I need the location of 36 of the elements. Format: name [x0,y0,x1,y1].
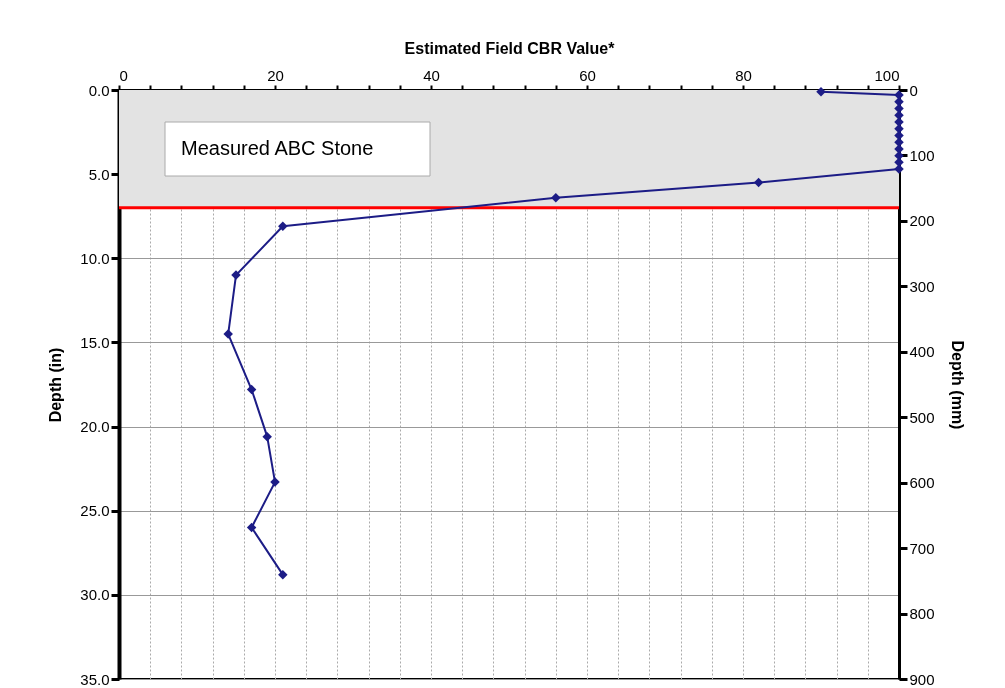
y-tick-label: 5.0 [88,165,110,183]
y2-tick-label: 500 [909,408,935,426]
x-tick-label: 100 [874,66,900,84]
point [278,221,288,232]
x-tick-label: 40 [423,66,440,84]
y-tick-label: 30.0 [80,586,110,604]
y2-tick-label: 600 [909,474,935,492]
x-tick-label: 80 [735,66,752,84]
y-tick-label: 0.0 [88,81,110,99]
x-tick-label: 0 [119,66,128,84]
y2-tick-label: 800 [909,605,935,623]
x-axis-title: Estimated Field CBR Value* [404,39,616,57]
point [262,431,272,442]
y-tick-label: 20.0 [80,418,110,436]
y2-tick-label: 0 [909,81,918,99]
y-tick-label: 25.0 [80,502,110,520]
point [753,177,764,188]
band-label: Measured ABC Stone [181,137,374,159]
y-tick-label: 35.0 [80,670,110,688]
y2-tick-label: 300 [909,277,935,295]
y-axis-title: Depth (in) [47,347,65,423]
point [551,192,561,203]
y2-tick-label: 700 [909,539,935,557]
y2-tick-label: 900 [909,670,935,688]
point [816,86,826,97]
x-tick-label: 20 [267,66,284,84]
y2-tick-label: 400 [909,343,935,361]
y2-axis-title: Depth (mm) [948,340,966,430]
point [278,569,288,580]
y2-tick-label: 200 [909,212,935,230]
x-tick-label: 60 [579,66,596,84]
y2-tick-label: 100 [909,146,935,164]
point [246,522,257,533]
y-tick-label: 15.0 [80,333,110,351]
point [246,384,257,395]
y-tick-label: 10.0 [80,249,110,267]
